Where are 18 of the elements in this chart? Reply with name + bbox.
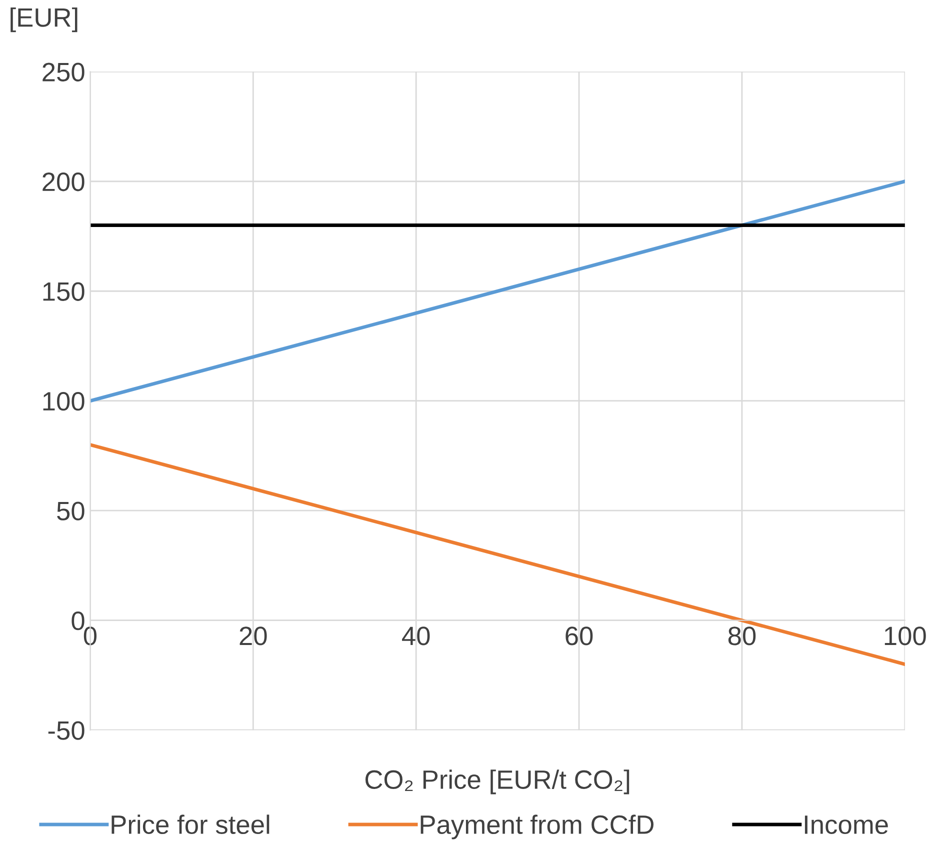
x-tick-label: 0 [84,626,97,646]
x-axis-title: CO₂ Price [EUR/t CO₂] [365,770,630,794]
x-tick-label: 80 [728,626,756,646]
y-tick-label: 250 [42,62,84,82]
y-tick-label: 200 [42,172,84,192]
x-tick-label: 20 [240,626,267,646]
x-tick-label: 60 [566,626,593,646]
legend-label: Income [804,816,888,834]
y-axis-title: [EUR] [10,8,78,32]
legend-label: Payment from CCfD [420,814,654,840]
y-tick-label: 0 [72,611,84,630]
y-tick-label: -50 [48,721,84,740]
x-tick-label: 40 [402,626,430,646]
y-tick-label: 150 [43,282,84,301]
x-tick-label: 100 [884,626,926,646]
y-tick-label: 100 [43,392,84,411]
y-tick-label: 50 [57,502,84,520]
legend-label: Price for steel [112,814,270,834]
